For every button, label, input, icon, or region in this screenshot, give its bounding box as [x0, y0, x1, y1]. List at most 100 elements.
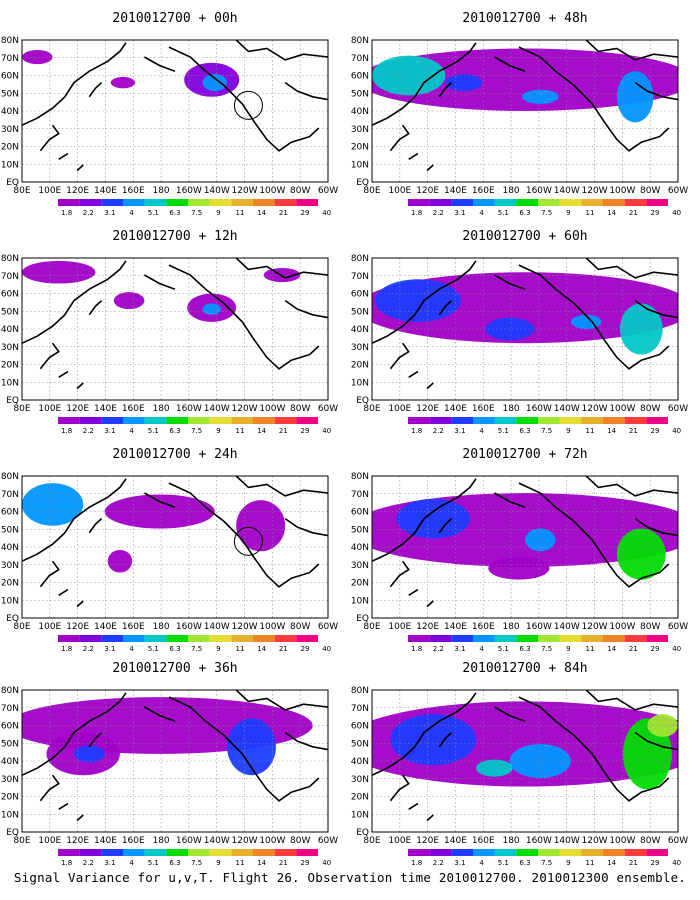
y-tick-label: 60N	[351, 508, 369, 518]
colorbar-label: 4	[129, 427, 134, 435]
colorbar-label: 2.2	[83, 859, 94, 865]
colorbar-swatch	[581, 417, 603, 424]
coastline-east-us	[634, 299, 678, 319]
x-tick-label: 80E	[13, 186, 30, 196]
colorbar-swatch	[538, 849, 560, 856]
coastline-east-us	[634, 731, 678, 751]
x-tick-label: 80W	[290, 836, 310, 846]
colorbar-label: 9	[216, 645, 220, 653]
colorbar-label: 1.8	[61, 859, 72, 865]
y-tick-label: 30N	[1, 775, 19, 785]
colorbar-label: 9	[566, 427, 570, 435]
coastlines	[22, 690, 328, 822]
variance-contour	[22, 49, 53, 65]
colorbar-label: 40	[322, 427, 331, 435]
colorbar-swatch	[231, 417, 253, 424]
colorbar-swatch	[624, 635, 647, 642]
x-tick-label: 60W	[318, 836, 338, 846]
colorbar-swatch	[494, 849, 517, 856]
x-tick-label: 160E	[122, 622, 145, 632]
colorbar-label: 7.5	[191, 645, 202, 653]
colorbar-swatch	[209, 199, 232, 206]
x-tick-label: 140W	[554, 836, 580, 846]
variance-contour	[375, 279, 461, 322]
x-tick-label: 140W	[554, 186, 580, 196]
colorbar-swatch	[144, 849, 167, 856]
y-tick-label: 80N	[1, 36, 19, 46]
colorbar-label: 5.1	[498, 209, 509, 217]
colorbar-swatch	[559, 199, 582, 206]
y-tick-label: 70N	[1, 490, 19, 500]
colorbar-label: 2.2	[433, 859, 444, 865]
variance-contour	[476, 759, 513, 777]
colorbar-label: 3.1	[454, 859, 465, 865]
x-tick-label: 120E	[66, 186, 89, 196]
y-tick-label: 70N	[351, 272, 369, 282]
coastline-aleutians	[144, 706, 176, 722]
colorbar-swatch	[209, 849, 232, 856]
shaded-field	[22, 483, 286, 573]
y-tick-label: EQ	[356, 614, 369, 624]
colorbar-label: 9	[216, 427, 220, 435]
coastline-aleutians	[494, 56, 526, 72]
colorbar-label: 2.2	[433, 645, 444, 653]
y-tick-label: 40N	[1, 757, 19, 767]
coastline-east-us	[284, 517, 328, 537]
x-tick-label: 100W	[259, 622, 285, 632]
x-tick-label: 140E	[94, 404, 117, 414]
colorbar-swatch	[516, 849, 538, 856]
plot-frame	[21, 475, 329, 619]
colorbar-label: 6.3	[519, 859, 530, 865]
panel-title: 2010012700 + 12h	[112, 229, 237, 244]
colorbar-swatch	[274, 417, 297, 424]
y-tick-label: 80N	[351, 472, 369, 482]
colorbar-label: 40	[672, 209, 681, 217]
colorbar-label: 14	[257, 645, 266, 653]
variance-contour	[396, 498, 470, 539]
y-tick-label: 30N	[1, 343, 19, 353]
variance-contour	[390, 714, 477, 766]
colorbar-label: 5.1	[498, 859, 509, 865]
coastline-japan	[88, 82, 103, 98]
x-tick-label: 80E	[363, 186, 380, 196]
coastline-asia	[22, 260, 127, 344]
x-tick-label: 140W	[554, 404, 580, 414]
coastline-japan	[88, 518, 103, 534]
x-tick-label: 160W	[176, 404, 202, 414]
colorbar-label: 5.1	[498, 645, 509, 653]
colorbar-swatch	[451, 849, 473, 856]
y-tick-label: 30N	[1, 561, 19, 571]
colorbar-label: 3.1	[104, 209, 115, 217]
x-tick-label: 80W	[640, 836, 660, 846]
colorbar-label: 9	[566, 859, 570, 865]
colorbar-label: 14	[607, 427, 616, 435]
colorbar-swatch	[253, 199, 275, 206]
x-tick-label: 180	[502, 186, 519, 196]
coastline-islands	[58, 370, 84, 390]
coastline-arctic	[235, 476, 328, 497]
x-tick-label: 120E	[416, 404, 439, 414]
variance-contour	[22, 260, 96, 284]
colorbar-label: 21	[279, 859, 288, 865]
x-tick-label: 180	[152, 404, 169, 414]
x-tick-label: 160E	[472, 404, 495, 414]
colorbar-swatch	[231, 849, 253, 856]
colorbar-swatch	[296, 417, 318, 424]
colorbar-label: 6.3	[519, 427, 530, 435]
variance-contour	[104, 494, 215, 529]
x-tick-label: 60W	[318, 404, 338, 414]
colorbar-label: 4	[129, 645, 134, 653]
colorbar-label: 29	[651, 645, 660, 653]
x-tick-label: 160E	[472, 186, 495, 196]
y-tick-label: 50N	[1, 739, 19, 749]
colorbar-swatch	[274, 849, 297, 856]
colorbar-swatch	[624, 417, 647, 424]
x-tick-label: 120E	[66, 622, 89, 632]
y-tick-label: 50N	[1, 89, 19, 99]
x-tick-label: 160E	[122, 404, 145, 414]
colorbar-label: 1.8	[61, 209, 72, 217]
y-tick-label: 20N	[351, 361, 369, 371]
colorbar-swatch	[188, 849, 210, 856]
y-tick-label: 80N	[1, 254, 19, 264]
colorbar-label: 2.2	[83, 645, 94, 653]
